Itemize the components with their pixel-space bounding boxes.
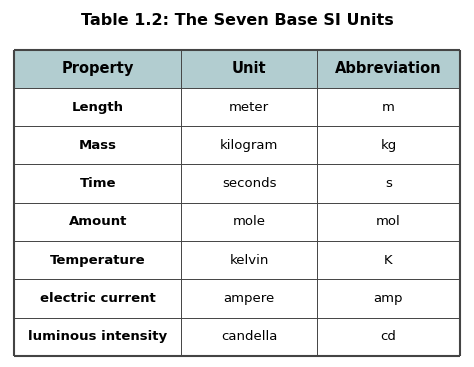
- Text: mol: mol: [376, 215, 401, 228]
- Text: s: s: [385, 177, 392, 190]
- Text: Unit: Unit: [232, 61, 266, 76]
- Text: ampere: ampere: [224, 292, 275, 305]
- Text: cd: cd: [381, 330, 396, 344]
- Text: kelvin: kelvin: [229, 254, 269, 267]
- Text: kilogram: kilogram: [220, 139, 278, 152]
- Text: electric current: electric current: [40, 292, 155, 305]
- Text: Amount: Amount: [69, 215, 127, 228]
- Text: Abbreviation: Abbreviation: [335, 61, 442, 76]
- Text: kg: kg: [380, 139, 397, 152]
- Text: Temperature: Temperature: [50, 254, 146, 267]
- Text: Mass: Mass: [79, 139, 117, 152]
- Text: Property: Property: [62, 61, 134, 76]
- Text: mole: mole: [233, 215, 266, 228]
- Text: seconds: seconds: [222, 177, 276, 190]
- Text: candella: candella: [221, 330, 277, 344]
- Text: Table 1.2: The Seven Base SI Units: Table 1.2: The Seven Base SI Units: [81, 13, 393, 28]
- Text: meter: meter: [229, 101, 269, 113]
- Text: m: m: [382, 101, 395, 113]
- Text: K: K: [384, 254, 393, 267]
- Text: amp: amp: [374, 292, 403, 305]
- Text: Length: Length: [72, 101, 124, 113]
- Text: Time: Time: [80, 177, 116, 190]
- Text: luminous intensity: luminous intensity: [28, 330, 167, 344]
